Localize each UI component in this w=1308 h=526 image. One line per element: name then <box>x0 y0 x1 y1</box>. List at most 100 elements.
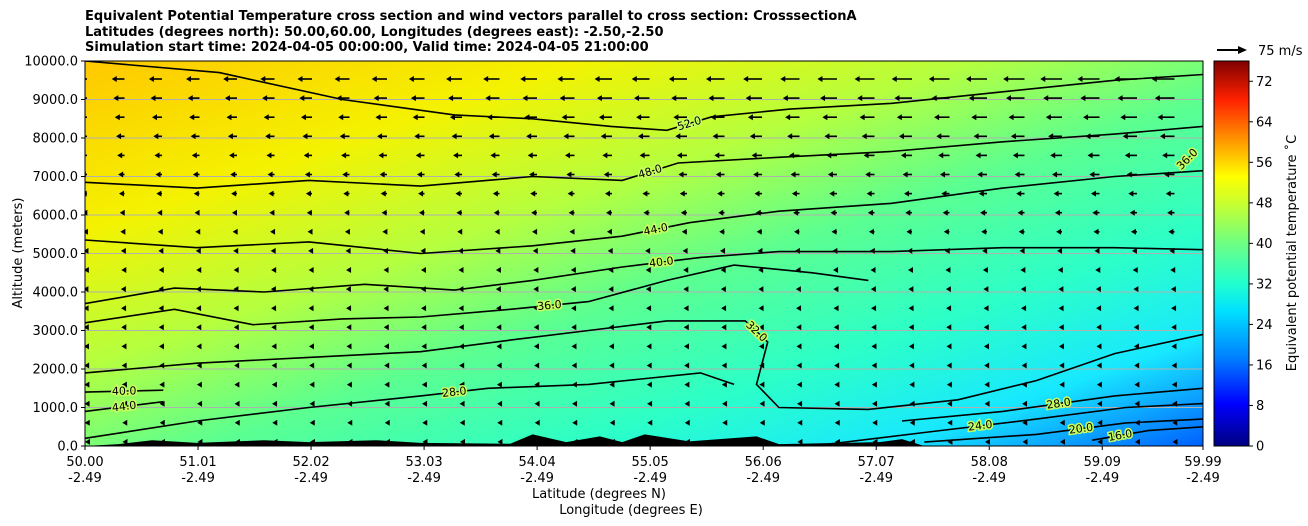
wind-vector-head <box>148 76 154 82</box>
wind-vector-head <box>942 209 948 216</box>
wind-vector-head <box>759 400 765 407</box>
wind-vector-head <box>490 152 496 159</box>
wind-vector-head <box>446 76 452 82</box>
wind-vector-head <box>796 362 802 369</box>
wind-vector-head <box>1059 362 1065 369</box>
wind-vector-head <box>1092 209 1098 216</box>
wind-vector-head <box>899 133 905 140</box>
wind-vector-head <box>194 209 200 216</box>
wind-vector-head <box>308 324 314 331</box>
wind-vector-head <box>717 190 723 197</box>
wind-vector-head <box>384 419 390 426</box>
wind-vector-head <box>684 381 690 388</box>
wind-vector-head <box>598 114 604 121</box>
wind-vector-head <box>668 76 674 82</box>
wind-vector-head <box>636 114 642 121</box>
wind-vector-head <box>722 419 728 426</box>
wind-vector-head <box>1052 171 1058 178</box>
wind-vector-head <box>565 152 571 159</box>
wind-vector-head <box>796 324 802 331</box>
wind-vector-head <box>375 114 381 121</box>
wind-vector-head <box>121 305 127 312</box>
x-axis: 50.00-2.4951.01-2.4952.02-2.4953.03-2.49… <box>66 446 1222 486</box>
wind-vector-head <box>1160 133 1166 140</box>
wind-vector-head <box>233 247 239 254</box>
chart-title: Equivalent Potential Temperature cross s… <box>85 9 857 56</box>
wind-vector-head <box>493 209 499 216</box>
wind-vector-head <box>1054 209 1060 216</box>
wind-vector-head <box>378 152 384 159</box>
wind-vector-head <box>421 305 427 312</box>
wind-vector-head <box>533 267 539 273</box>
wind-vector-head <box>1021 362 1027 369</box>
wind-vector-head <box>634 95 640 102</box>
wind-vector-head <box>861 133 867 140</box>
y-tick-label: 5000.0 <box>33 247 79 262</box>
wind-vector-head <box>968 95 974 102</box>
wind-vector-head <box>720 286 726 293</box>
wind-vector-head <box>647 400 653 407</box>
wind-vector-head <box>384 362 390 369</box>
wind-vector-head <box>868 228 874 235</box>
wind-vector-head <box>153 133 159 140</box>
wind-vector-head <box>85 362 90 369</box>
wind-vector-head <box>834 362 840 369</box>
wind-vector-head <box>984 381 990 388</box>
wind-vector-head <box>833 267 839 273</box>
wind-vector-head <box>421 343 427 350</box>
wind-vector-head <box>780 76 786 82</box>
x-axis-label-latitude: Latitude (degrees N) <box>532 487 666 502</box>
wind-vector-head <box>973 133 979 140</box>
wind-vector-head <box>271 305 277 312</box>
wind-vector-head <box>197 400 203 407</box>
colorbar-tick-label: 16 <box>1256 358 1273 373</box>
wind-vector-head <box>85 324 89 331</box>
wind-vector-head <box>1014 171 1020 178</box>
wind-vector-head <box>609 381 615 388</box>
wind-vector-head <box>1006 95 1012 102</box>
wind-vector-head <box>233 267 239 273</box>
contour-line <box>85 61 1203 132</box>
wind-vector-head <box>983 324 989 331</box>
wind-vector-head <box>410 95 416 102</box>
contour-label: 44.0 <box>111 399 137 415</box>
wind-vector-head <box>531 209 537 216</box>
wind-vector-head <box>787 133 793 140</box>
wind-vector-head <box>721 305 727 312</box>
wind-vector-head <box>121 381 127 388</box>
wind-vector-head <box>983 343 989 350</box>
wind-vector-head <box>272 419 278 426</box>
wind-vector-head <box>1053 190 1059 197</box>
wind-vector-head <box>671 95 677 102</box>
wind-vector-head <box>683 324 689 331</box>
y-tick-label: 10000.0 <box>24 55 78 70</box>
wind-vector-head <box>1058 343 1064 350</box>
wind-vector-head <box>339 133 345 140</box>
wind-vector-head <box>797 419 803 426</box>
wind-vector-head <box>154 152 160 159</box>
wind-vector-head <box>603 171 609 178</box>
wind-vector-head <box>1097 419 1103 426</box>
wind-vector-head <box>196 381 202 388</box>
x-tick-label-lat: 50.00 <box>66 455 103 470</box>
x-tick-label-lon: -2.49 <box>1085 471 1119 486</box>
wind-vector-head <box>302 133 308 140</box>
wind-vector-head <box>1154 95 1160 102</box>
wind-vector-head <box>606 228 612 235</box>
title-line-1: Equivalent Potential Temperature cross s… <box>85 9 857 24</box>
wind-vector-head <box>300 114 306 121</box>
wind-vector-head <box>229 152 235 159</box>
x-tick-label-lat: 59.09 <box>1084 455 1121 470</box>
wind-vector-head <box>834 419 840 426</box>
wind-vector-head <box>232 228 238 235</box>
colorbar-label: Equivalent potential temperature ˚C <box>1284 135 1300 371</box>
wind-vector-head <box>383 343 389 350</box>
wind-vector-head <box>642 190 648 197</box>
wind-vector-head <box>1096 343 1102 350</box>
wind-vector-head <box>1134 400 1140 407</box>
wind-vector-head <box>607 247 613 254</box>
wind-vector-head <box>1058 305 1064 312</box>
x-tick-label-lon: -2.49 <box>181 471 215 486</box>
wind-vector-head <box>681 228 687 235</box>
wind-vector-head <box>1130 228 1136 235</box>
